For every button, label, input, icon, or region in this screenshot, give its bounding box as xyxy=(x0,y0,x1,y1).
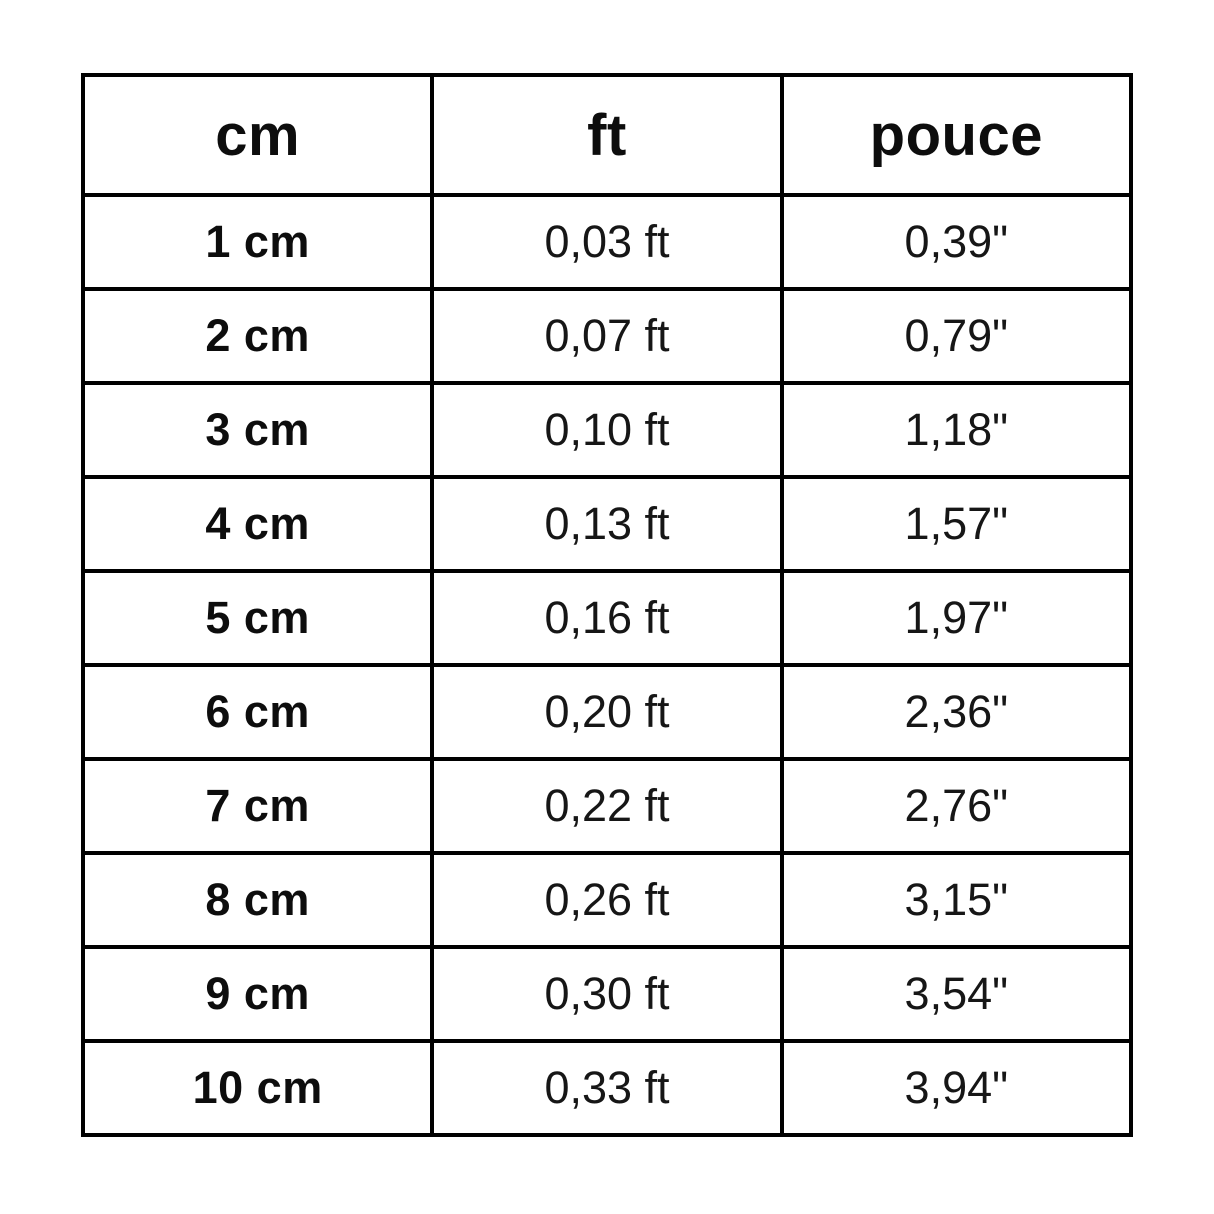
cell-cm: 5 cm xyxy=(80,569,435,667)
cell-pouce: 1,18" xyxy=(779,381,1134,479)
cell-pouce: 3,15" xyxy=(779,851,1134,949)
cell-pouce: 2,36" xyxy=(779,663,1134,761)
cell-ft: 0,30 ft xyxy=(430,945,784,1043)
cell-pouce: 1,97" xyxy=(779,569,1134,667)
cell-cm: 4 cm xyxy=(80,475,435,573)
table-row: 4 cm 0,13 ft 1,57" xyxy=(80,475,1134,573)
header-cell-ft: ft xyxy=(430,73,784,197)
table-row: 9 cm 0,30 ft 3,54" xyxy=(80,945,1134,1043)
table-row: 3 cm 0,10 ft 1,18" xyxy=(80,381,1134,479)
conversion-table: cm ft pouce 1 cm 0,03 ft 0,39" 2 cm 0,07… xyxy=(80,73,1134,1137)
cell-cm: 10 cm xyxy=(80,1039,435,1137)
cell-ft: 0,20 ft xyxy=(430,663,784,761)
cell-ft: 0,10 ft xyxy=(430,381,784,479)
cell-cm: 8 cm xyxy=(80,851,435,949)
cell-pouce: 3,94" xyxy=(779,1039,1134,1137)
cell-ft: 0,07 ft xyxy=(430,287,784,385)
header-cell-pouce: pouce xyxy=(779,73,1134,197)
cell-ft: 0,03 ft xyxy=(430,193,784,291)
cell-pouce: 0,79" xyxy=(779,287,1134,385)
cell-pouce: 0,39" xyxy=(779,193,1134,291)
cell-ft: 0,33 ft xyxy=(430,1039,784,1137)
cell-cm: 7 cm xyxy=(80,757,435,855)
table-row: 6 cm 0,20 ft 2,36" xyxy=(80,663,1134,761)
cell-pouce: 1,57" xyxy=(779,475,1134,573)
header-cell-cm: cm xyxy=(80,73,435,197)
cell-ft: 0,26 ft xyxy=(430,851,784,949)
cell-pouce: 2,76" xyxy=(779,757,1134,855)
table-row: 7 cm 0,22 ft 2,76" xyxy=(80,757,1134,855)
table-row: 10 cm 0,33 ft 3,94" xyxy=(80,1039,1134,1137)
header-row: cm ft pouce xyxy=(80,73,1134,197)
cell-ft: 0,22 ft xyxy=(430,757,784,855)
table-row: 8 cm 0,26 ft 3,15" xyxy=(80,851,1134,949)
cell-cm: 9 cm xyxy=(80,945,435,1043)
table-row: 1 cm 0,03 ft 0,39" xyxy=(80,193,1134,291)
cell-cm: 6 cm xyxy=(80,663,435,761)
cell-cm: 3 cm xyxy=(80,381,435,479)
cell-pouce: 3,54" xyxy=(779,945,1134,1043)
cell-ft: 0,16 ft xyxy=(430,569,784,667)
cell-cm: 2 cm xyxy=(80,287,435,385)
table-row: 2 cm 0,07 ft 0,79" xyxy=(80,287,1134,385)
cell-cm: 1 cm xyxy=(80,193,435,291)
cell-ft: 0,13 ft xyxy=(430,475,784,573)
table-row: 5 cm 0,16 ft 1,97" xyxy=(80,569,1134,667)
